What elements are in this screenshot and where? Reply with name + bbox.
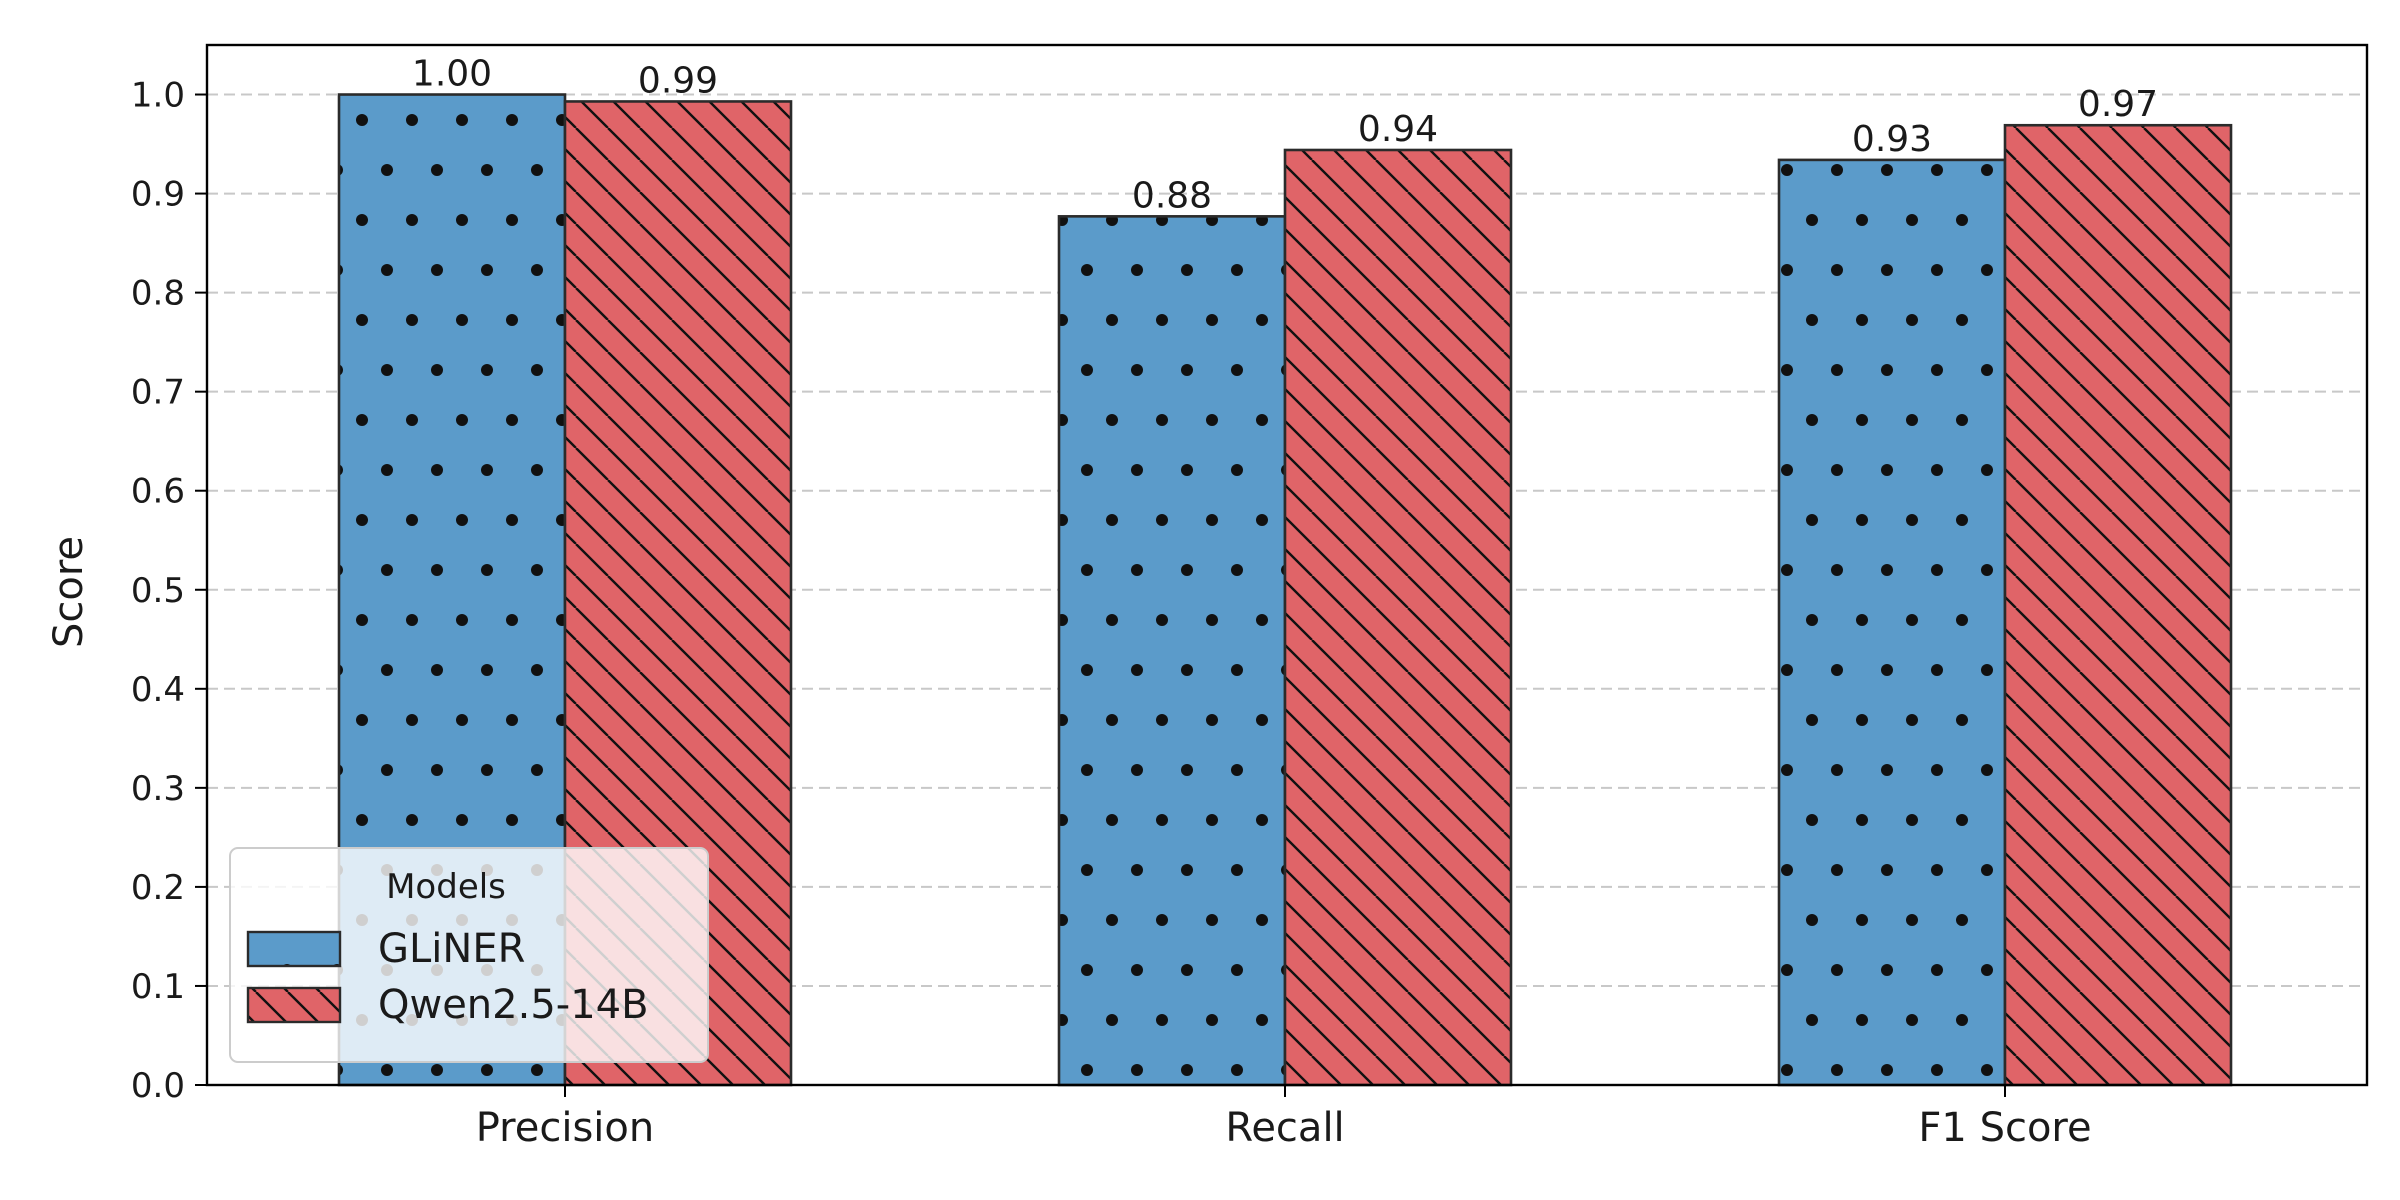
legend[interactable]: Models GLiNER Qwen2.5-14B [229, 847, 709, 1063]
legend-label: GLiNER [378, 926, 525, 972]
y-tick-label: 0.7 [131, 373, 185, 413]
y-tick-label: 0.0 [131, 1066, 185, 1106]
y-tick-label: 0.1 [131, 967, 185, 1007]
y-tick-label: 0.5 [131, 571, 185, 611]
y-tick-label: 0.4 [131, 670, 185, 710]
x-tick-label: F1 Score [1918, 1105, 2091, 1151]
legend-item-gliner[interactable]: GLiNER [246, 926, 525, 972]
bar-labels-layer: 1.00 0.99 0.88 0.94 0.93 0.97 [412, 54, 2158, 217]
bar-gliner-f1-score [1777, 158, 2007, 1087]
legend-label: Qwen2.5-14B [378, 982, 649, 1028]
bar-value-label: 0.99 [638, 60, 718, 101]
y-axis-label: Score [46, 536, 92, 648]
y-tick-label: 0.3 [131, 769, 185, 809]
y-tick-label: 1.0 [131, 76, 185, 116]
bar-value-label: 0.93 [1852, 119, 1932, 160]
bar-value-label: 1.00 [412, 54, 492, 95]
legend-title: Models [386, 867, 506, 907]
legend-box [229, 847, 709, 1063]
bar-qwen2-5-14b-recall [1283, 148, 1513, 1087]
y-tick-label: 0.9 [131, 175, 185, 215]
y-tick-label: 0.8 [131, 274, 185, 314]
x-axis: Precision Recall F1 Score [476, 1085, 2092, 1151]
bar-value-label: 0.88 [1132, 175, 1212, 216]
x-tick-label: Recall [1225, 1105, 1344, 1151]
bar-qwen2-5-14b-f1-score [2003, 123, 2233, 1087]
legend-item-qwen2-5-14b[interactable]: Qwen2.5-14B [246, 982, 649, 1028]
plot-frame [205, 43, 2369, 1087]
y-axis: 0.0 0.1 0.2 0.3 0.4 0.5 0.6 0.7 0.8 0.9 1.0 [131, 76, 207, 1106]
bar-value-label: 0.94 [1358, 109, 1438, 150]
y-tick-label: 0.2 [131, 868, 185, 908]
x-tick-label: Precision [476, 1105, 654, 1151]
bar-gliner-recall [1057, 215, 1287, 1087]
y-tick-label: 0.6 [131, 472, 185, 512]
bar-value-label: 0.97 [2078, 84, 2158, 125]
